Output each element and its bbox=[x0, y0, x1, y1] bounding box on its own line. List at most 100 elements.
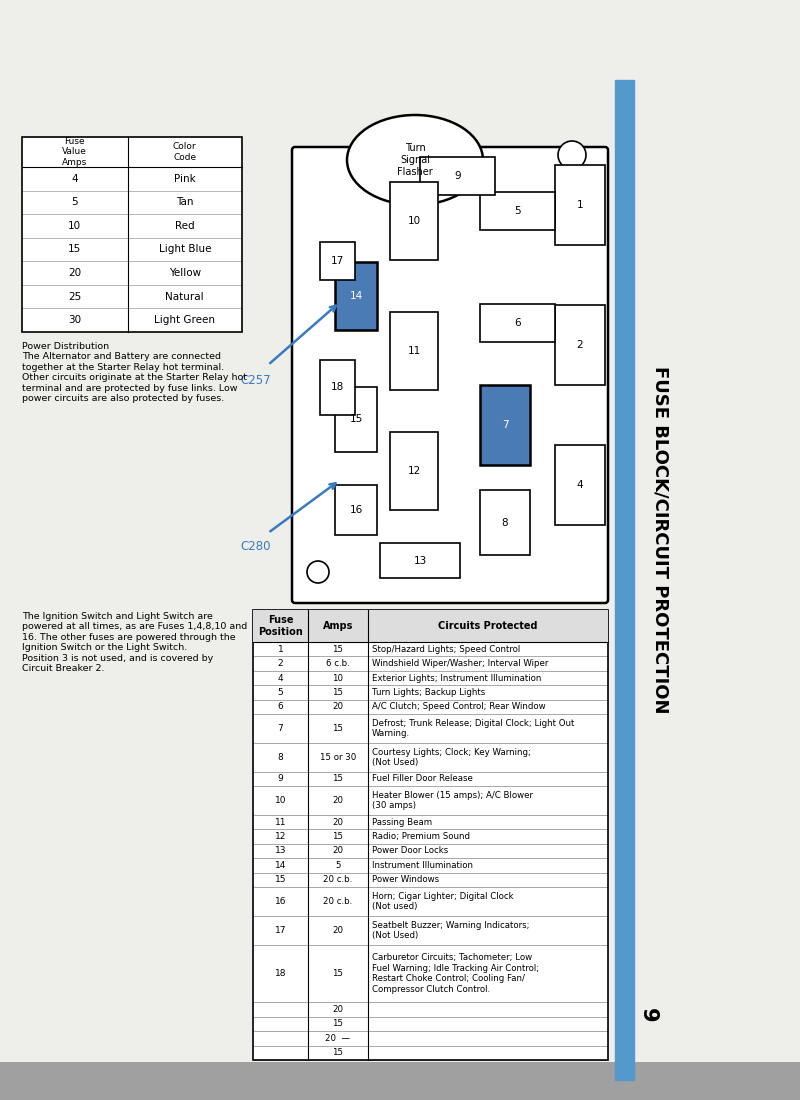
Bar bbox=[480, 304, 555, 342]
Text: 15: 15 bbox=[333, 724, 343, 733]
Text: 20: 20 bbox=[333, 926, 343, 935]
FancyBboxPatch shape bbox=[292, 147, 608, 603]
Text: Circuits Protected: Circuits Protected bbox=[438, 621, 538, 631]
Text: 20: 20 bbox=[333, 817, 343, 827]
Bar bbox=[335, 262, 377, 330]
Text: Seatbelt Buzzer; Warning Indicators;
(Not Used): Seatbelt Buzzer; Warning Indicators; (No… bbox=[372, 921, 530, 940]
Text: 2: 2 bbox=[278, 659, 283, 668]
Text: C280: C280 bbox=[240, 540, 270, 553]
Bar bbox=[22, 138, 242, 332]
Text: 20: 20 bbox=[333, 703, 343, 712]
Text: 15: 15 bbox=[333, 1020, 343, 1028]
Bar bbox=[320, 360, 355, 415]
Text: 15: 15 bbox=[333, 832, 343, 842]
Text: Radio; Premium Sound: Radio; Premium Sound bbox=[372, 832, 470, 842]
Text: Amps: Amps bbox=[323, 621, 353, 631]
Bar bbox=[380, 543, 460, 578]
Text: 15 or 30: 15 or 30 bbox=[320, 752, 356, 762]
Bar bbox=[555, 446, 605, 525]
Bar bbox=[390, 182, 438, 260]
Text: Tan: Tan bbox=[176, 197, 194, 208]
Text: 2: 2 bbox=[577, 340, 583, 350]
Text: 1: 1 bbox=[278, 645, 283, 653]
Bar bbox=[480, 385, 530, 465]
Text: 5: 5 bbox=[71, 197, 78, 208]
Text: 12: 12 bbox=[275, 832, 286, 842]
Bar bbox=[555, 305, 605, 385]
Text: 15: 15 bbox=[333, 1048, 343, 1057]
Text: 10: 10 bbox=[407, 216, 421, 225]
Ellipse shape bbox=[347, 116, 483, 205]
Text: 17: 17 bbox=[331, 256, 344, 266]
Text: 7: 7 bbox=[502, 420, 508, 430]
Text: Light Blue: Light Blue bbox=[158, 244, 211, 254]
Bar bbox=[420, 157, 495, 195]
Text: 13: 13 bbox=[414, 556, 426, 565]
Text: 20: 20 bbox=[333, 847, 343, 856]
Text: Power Distribution
The Alternator and Battery are connected
together at the Star: Power Distribution The Alternator and Ba… bbox=[22, 342, 247, 403]
Text: Courtesy Lights; Clock; Key Warning;
(Not Used): Courtesy Lights; Clock; Key Warning; (No… bbox=[372, 748, 531, 767]
Text: 13: 13 bbox=[274, 847, 286, 856]
Text: Stop/Hazard Lights; Speed Control: Stop/Hazard Lights; Speed Control bbox=[372, 645, 520, 653]
Bar bbox=[615, 80, 628, 1080]
Bar bbox=[253, 610, 608, 642]
Text: 8: 8 bbox=[502, 517, 508, 528]
Text: 9: 9 bbox=[278, 774, 283, 783]
Text: 6 c.b.: 6 c.b. bbox=[326, 659, 350, 668]
Text: 5: 5 bbox=[335, 861, 341, 870]
Text: 5: 5 bbox=[514, 206, 521, 216]
Text: 20 c.b.: 20 c.b. bbox=[323, 896, 353, 906]
Text: 25: 25 bbox=[68, 292, 82, 301]
Text: 4: 4 bbox=[71, 174, 78, 184]
Text: 10: 10 bbox=[333, 673, 343, 682]
Text: Windshield Wiper/Washer; Interval Wiper: Windshield Wiper/Washer; Interval Wiper bbox=[372, 659, 548, 668]
Circle shape bbox=[307, 561, 329, 583]
Text: 11: 11 bbox=[274, 817, 286, 827]
Text: 30: 30 bbox=[68, 316, 82, 326]
Text: 16: 16 bbox=[274, 896, 286, 906]
Text: Pink: Pink bbox=[174, 174, 196, 184]
Text: A/C Clutch; Speed Control; Rear Window: A/C Clutch; Speed Control; Rear Window bbox=[372, 703, 546, 712]
Text: 12: 12 bbox=[407, 466, 421, 476]
Text: 20 c.b.: 20 c.b. bbox=[323, 876, 353, 884]
Bar bbox=[390, 312, 438, 390]
Text: 15: 15 bbox=[350, 415, 362, 425]
Text: Red: Red bbox=[175, 221, 194, 231]
Text: 17: 17 bbox=[274, 926, 286, 935]
Text: 20: 20 bbox=[333, 1005, 343, 1014]
Text: Exterior Lights; Instrument Illumination: Exterior Lights; Instrument Illumination bbox=[372, 673, 542, 682]
Text: 5: 5 bbox=[278, 688, 283, 697]
Text: 10: 10 bbox=[274, 796, 286, 805]
Text: C257: C257 bbox=[240, 374, 270, 386]
Bar bbox=[320, 242, 355, 280]
Text: 6: 6 bbox=[514, 318, 521, 328]
Text: 20  —: 20 — bbox=[326, 1034, 350, 1043]
Text: Horn; Cigar Lighter; Digital Clock
(Not used): Horn; Cigar Lighter; Digital Clock (Not … bbox=[372, 892, 514, 911]
Text: 11: 11 bbox=[407, 346, 421, 356]
Bar bbox=[253, 610, 608, 1060]
Bar bbox=[0, 1062, 800, 1100]
Text: Fuse
Value
Amps: Fuse Value Amps bbox=[62, 138, 87, 167]
Text: 18: 18 bbox=[331, 383, 344, 393]
Text: Color
Code: Color Code bbox=[173, 142, 197, 162]
Bar bbox=[390, 432, 438, 510]
Text: 9: 9 bbox=[454, 170, 461, 182]
Text: 15: 15 bbox=[333, 969, 343, 978]
Text: Yellow: Yellow bbox=[169, 268, 201, 278]
Text: 15: 15 bbox=[333, 645, 343, 653]
Text: The Ignition Switch and Light Switch are
powered at all times, as are Fuses 1,4,: The Ignition Switch and Light Switch are… bbox=[22, 612, 247, 673]
Text: 14: 14 bbox=[350, 292, 362, 301]
Bar bbox=[335, 387, 377, 452]
Circle shape bbox=[558, 141, 586, 169]
Text: 18: 18 bbox=[274, 969, 286, 978]
Bar bbox=[555, 165, 605, 245]
Text: 10: 10 bbox=[68, 221, 82, 231]
Bar bbox=[480, 490, 530, 556]
Text: Fuel Filler Door Release: Fuel Filler Door Release bbox=[372, 774, 473, 783]
Text: 1: 1 bbox=[577, 200, 583, 210]
Text: Natural: Natural bbox=[166, 292, 204, 301]
Text: 15: 15 bbox=[68, 244, 82, 254]
Text: FUSE BLOCK/CIRCUIT PROTECTION: FUSE BLOCK/CIRCUIT PROTECTION bbox=[651, 366, 669, 714]
Text: Instrument Illumination: Instrument Illumination bbox=[372, 861, 473, 870]
Text: 6: 6 bbox=[278, 703, 283, 712]
